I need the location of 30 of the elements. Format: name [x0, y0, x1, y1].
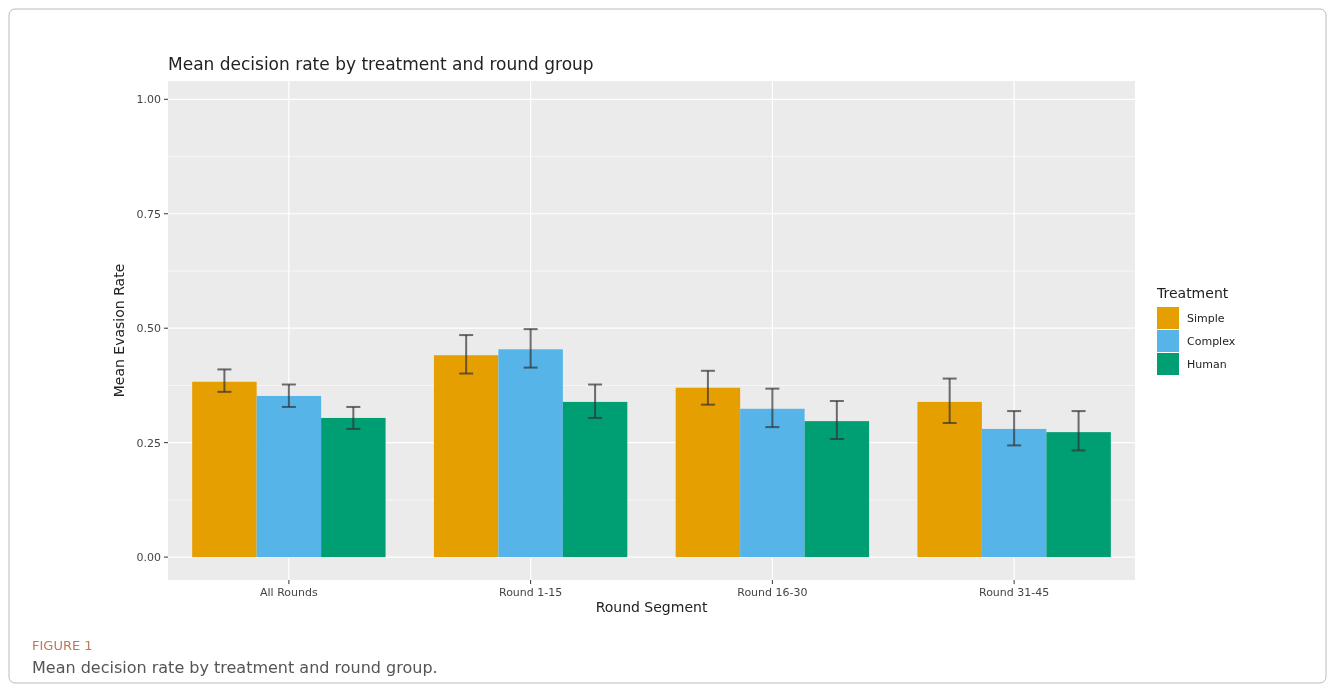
- x-tick-label: Round 16-30: [737, 586, 808, 599]
- chart-title: Mean decision rate by treatment and round group: [168, 54, 594, 74]
- x-axis-title: Round Segment: [595, 599, 708, 615]
- bar: [562, 401, 628, 558]
- bar: [917, 401, 982, 558]
- y-tick-label: 0.75: [136, 207, 161, 221]
- legend-label: Human: [1187, 357, 1227, 371]
- bar: [981, 428, 1047, 558]
- bar: [433, 355, 499, 558]
- y-tick-label: 0.50: [136, 322, 161, 336]
- bar: [804, 421, 870, 558]
- caption: FIGURE 1: [32, 638, 93, 653]
- bar: [321, 417, 386, 558]
- x-tick-label: Round 31-45: [978, 586, 1050, 599]
- bar: [675, 387, 741, 558]
- bar: [192, 381, 257, 558]
- bar: [498, 349, 563, 558]
- legend-title: Treatment: [1156, 285, 1229, 301]
- y-axis-title: Mean Evasion Rate: [111, 263, 127, 398]
- bar: [1046, 432, 1111, 558]
- legend-label: Simple: [1187, 311, 1225, 325]
- legend-label: Complex: [1187, 334, 1236, 348]
- y-tick-label: 0.00: [136, 550, 161, 564]
- bar: [256, 395, 322, 558]
- x-tick-label: Round 1-15: [498, 586, 563, 599]
- bar: [740, 408, 805, 558]
- text: Mean decision rate by treatment and round group.: [32, 658, 438, 677]
- y-tick-label: 0.25: [136, 436, 161, 450]
- y-tick-label: 1.00: [136, 93, 161, 107]
- x-tick-label: All Rounds: [260, 586, 318, 599]
